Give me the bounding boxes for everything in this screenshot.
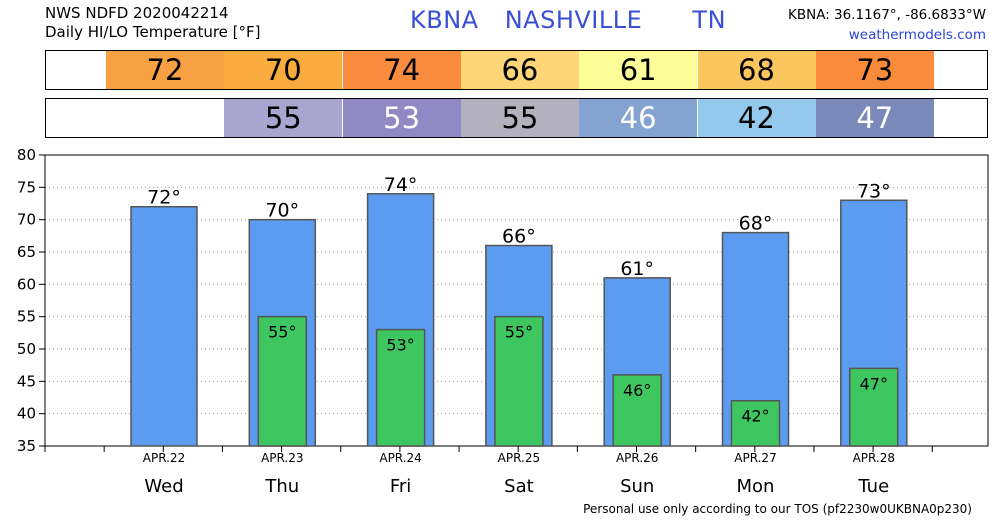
hi-temperature-band: 72 70 74 66 61 68 73 — [45, 50, 988, 90]
station-coordinates: KBNA: 36.1167°, -86.6833°W — [787, 7, 986, 23]
y-tick-label-50: 50 — [17, 340, 36, 358]
hi-band-cell-tue: 73 — [815, 51, 934, 89]
x-date-label-2: APR.24 — [379, 451, 421, 465]
lo-bar-sat — [494, 315, 544, 447]
location-header: KBNA NASHVILLE TN — [410, 6, 744, 34]
lo-band-cell-mon: 42 — [697, 99, 816, 137]
y-tick-label-55: 55 — [17, 308, 36, 326]
lo-band-cell-thu: 55 — [224, 99, 343, 137]
hi-band-cell-mon: 68 — [697, 51, 816, 89]
lo-value-label-tue: 47° — [860, 374, 888, 393]
hi-band-cell-fri: 74 — [342, 51, 461, 89]
lo-value-label-mon: 42° — [741, 407, 769, 426]
x-day-label-fri: Fri — [390, 476, 411, 497]
lo-temperature-band: 55 53 55 46 42 47 — [45, 98, 988, 138]
hi-value-label-wed: 72° — [147, 187, 181, 209]
lo-value-label-thu: 55° — [268, 323, 296, 342]
lo-bar-thu — [257, 315, 308, 447]
x-date-label-3: APR.25 — [498, 451, 540, 465]
y-tick-label-35: 35 — [17, 437, 36, 455]
lo-bar-mon — [730, 399, 781, 447]
x-date-label-1: APR.23 — [261, 451, 303, 465]
chart-header-left: NWS NDFD 2020042214 Daily HI/LO Temperat… — [45, 4, 261, 42]
site-link[interactable]: weathermodels.com — [848, 27, 986, 43]
hi-value-label-sun: 61° — [620, 258, 654, 280]
lo-value-label-sun: 46° — [623, 381, 651, 400]
station-code: KBNA — [410, 6, 479, 34]
terms-footer: Personal use only according to our TOS (… — [583, 502, 972, 516]
lo-bar-fri — [375, 328, 426, 447]
x-day-label-sat: Sat — [504, 476, 534, 497]
hi-value-label-fri: 74° — [384, 174, 418, 196]
x-day-label-mon: Mon — [737, 476, 775, 497]
lo-band-cell-sat: 55 — [460, 99, 579, 137]
lo-value-label-fri: 53° — [386, 336, 414, 355]
lo-bar-tue — [849, 367, 899, 447]
hi-value-label-tue: 73° — [857, 180, 891, 202]
model-run-label: NWS NDFD 2020042214 — [45, 4, 229, 22]
y-tick-label-80: 80 — [17, 146, 36, 164]
y-tick-label-75: 75 — [17, 178, 36, 196]
lo-band-cell-tue: 47 — [815, 99, 934, 137]
lo-bar-sun — [612, 374, 662, 447]
y-tick-label-45: 45 — [17, 372, 36, 390]
y-tick-label-65: 65 — [17, 243, 36, 261]
state-code: TN — [692, 6, 727, 34]
hi-band-cell-sat: 66 — [460, 51, 579, 89]
hi-band-cell-wed: 72 — [106, 51, 224, 89]
hi-bar-wed — [130, 205, 198, 447]
chart-title: Daily HI/LO Temperature [°F] — [45, 23, 261, 41]
x-day-label-tue: Tue — [857, 476, 889, 497]
lo-band-cell-fri: 53 — [342, 99, 461, 137]
x-day-label-thu: Thu — [264, 476, 299, 497]
lo-band-cell-sun: 46 — [579, 99, 698, 137]
hi-value-label-thu: 70° — [265, 200, 299, 222]
city-name: NASHVILLE — [504, 6, 643, 34]
x-date-label-0: APR.22 — [143, 451, 185, 465]
hi-value-label-sat: 66° — [502, 226, 536, 248]
y-tick-label-40: 40 — [17, 405, 36, 423]
hi-band-cell-thu: 70 — [224, 51, 343, 89]
x-day-label-sun: Sun — [620, 476, 654, 497]
x-day-label-wed: Wed — [144, 476, 183, 497]
x-date-label-6: APR.28 — [853, 451, 895, 465]
y-tick-label-60: 60 — [17, 275, 36, 293]
x-date-label-5: APR.27 — [734, 451, 776, 465]
chart-header-right: KBNA: 36.1167°, -86.6833°W weathermodels… — [788, 5, 986, 45]
y-tick-label-70: 70 — [17, 211, 36, 229]
lo-value-label-sat: 55° — [505, 323, 533, 342]
hi-value-label-mon: 68° — [739, 213, 773, 235]
x-date-label-4: APR.26 — [616, 451, 658, 465]
hi-band-cell-sun: 61 — [579, 51, 698, 89]
